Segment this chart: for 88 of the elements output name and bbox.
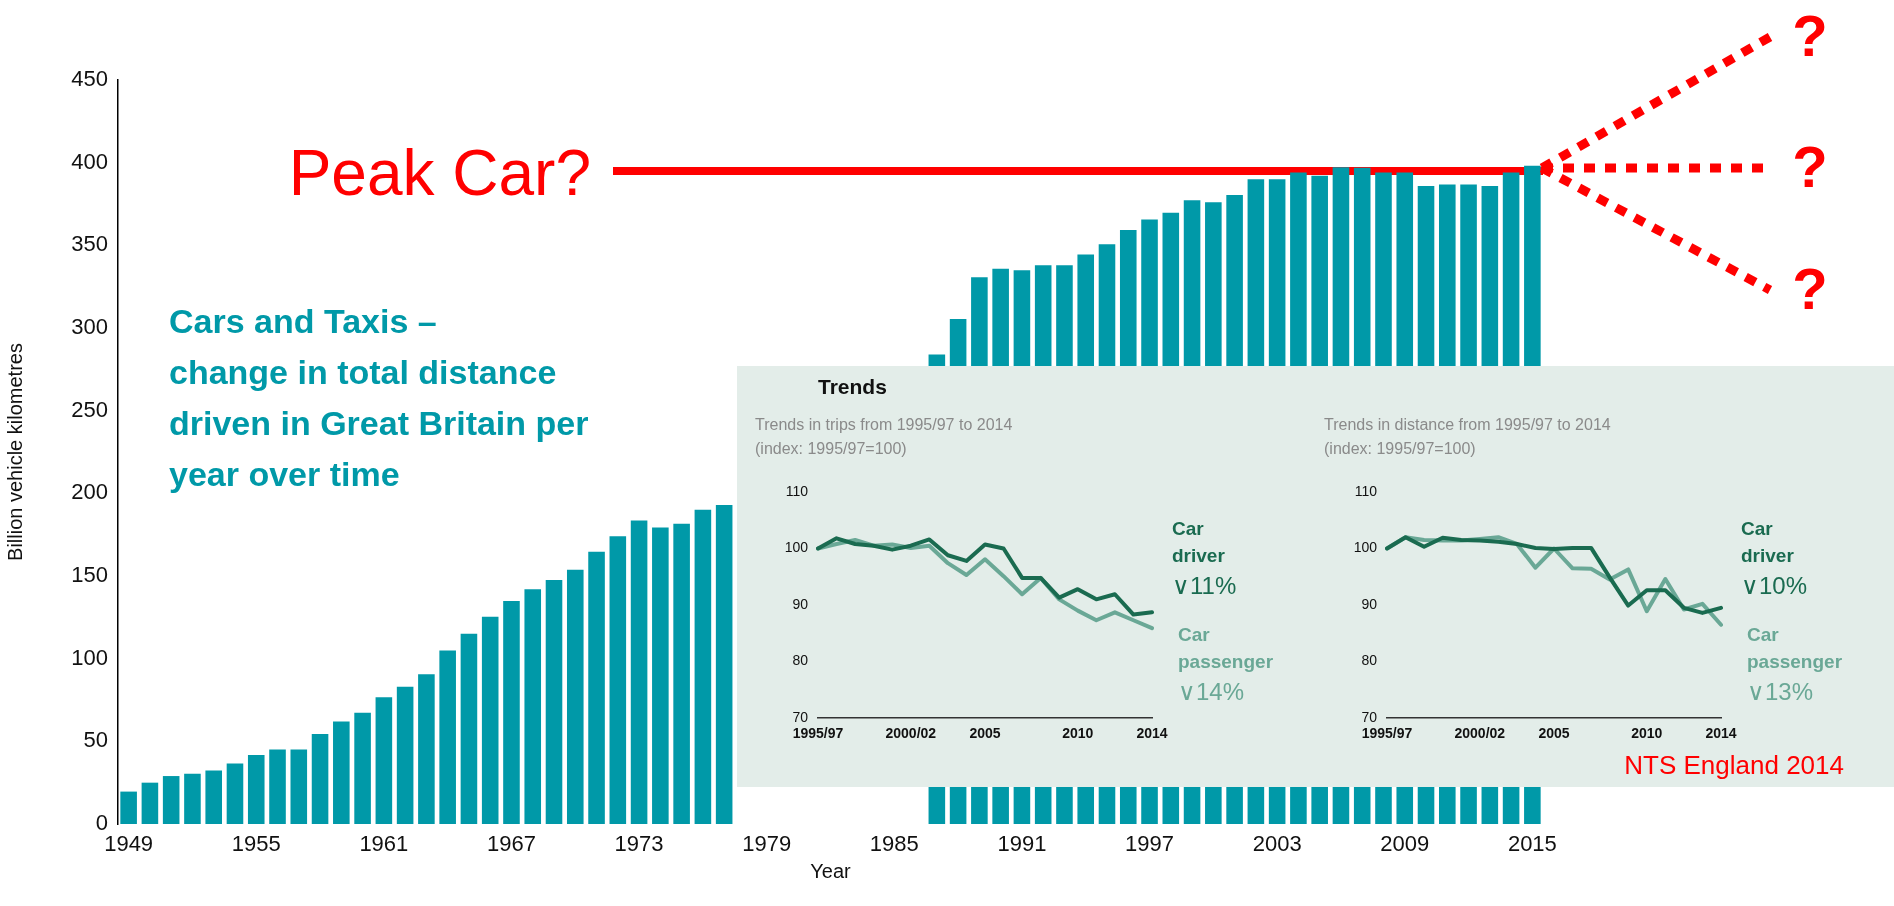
x-tick-label: 1961 [359,831,409,857]
x-tick-label: 2000/02 [1454,725,1506,742]
chart-subtitle: Trends in distance from 1995/97 to 2014 (index: 1995/97=100) [1324,416,1611,458]
x-tick-label: 1995/97 [1361,725,1413,742]
y-tick-label: 70 [1361,708,1378,725]
bar [588,551,605,824]
y-tick-label: 50 [83,727,108,753]
bar [120,791,137,824]
x-tick-label: 1995/97 [792,725,844,742]
bar [652,527,669,824]
y-tick-label: 70 [792,708,809,725]
y-tick-label: 90 [792,595,809,612]
x-tick-label: 1973 [614,831,664,857]
x-tick-label: 2003 [1252,831,1302,857]
series-label: Car passenger [1178,623,1274,672]
y-tick-label: 100 [1353,539,1378,556]
bar [375,697,393,824]
y-tick-label: 90 [1361,595,1378,612]
y-tick-label: 100 [71,644,108,670]
text: ? [1792,255,1828,321]
bar [354,712,371,824]
x-tick-label: 1985 [869,831,919,857]
bar [290,749,308,824]
series-label: Car passenger [1747,623,1843,672]
bar [247,754,265,824]
text: ? [1792,133,1828,199]
bar [503,600,520,824]
text: NTS England 2014 [1624,750,1844,781]
bar [609,536,627,824]
ref-line-label: Peak Car? [288,136,591,209]
bar [439,650,456,824]
x-tick-label: 2005 [1538,725,1570,742]
y-tick-label: 80 [1361,652,1378,669]
y-tick-label: 150 [71,562,108,588]
bar [715,504,733,824]
y-tick-label: 250 [71,396,108,422]
x-tick-label: 2009 [1380,831,1430,857]
bar [333,721,350,824]
bar [184,773,201,824]
bar [460,633,478,824]
text: Car driver [1172,517,1226,566]
y-tick-label: 110 [1354,482,1378,499]
bar [545,579,563,824]
text: Cars and Taxis – change in total distance driven in Great Britain per year over time [169,301,589,495]
x-tick-label: 1967 [486,831,536,857]
x-tick-label: 1979 [742,831,792,857]
annotation: ∨14% [1178,677,1245,705]
bar [481,616,499,824]
chart-title: Trends [818,375,887,399]
text: ∨13% [1747,677,1814,705]
bar [630,520,648,824]
x-tick-label: 1997 [1125,831,1175,857]
bar [524,589,542,824]
x-tick-label: 2010 [1631,725,1663,742]
annotation: ∨11% [1172,571,1237,599]
bar [418,674,435,824]
x-tick-label: 2015 [1507,831,1557,857]
bar [205,770,222,824]
bar [673,523,690,824]
y-tick-label: 110 [785,482,809,499]
bar [141,782,159,824]
bar [269,749,286,824]
x-tick-label: 2014 [1136,725,1168,742]
x-tick-label: 2014 [1705,725,1737,742]
x-tick-label: 2000/02 [885,725,937,742]
text: Car driver [1741,517,1795,566]
bar [566,569,584,824]
y-axis-title: Billion vehicle kilometres [3,343,26,561]
x-tick-label: 1991 [997,831,1047,857]
y-tick-label: 100 [784,539,809,556]
x-tick-label: 1955 [231,831,281,857]
x-tick-label: 2010 [1062,725,1094,742]
text: ∨10% [1741,571,1808,599]
bar [694,509,712,824]
y-tick-label: 450 [71,66,108,92]
y-tick-label: 200 [71,479,108,505]
x-tick-label: 2005 [969,725,1001,742]
y-tick-label: 400 [71,148,108,174]
bar [226,763,244,824]
bar [162,776,180,824]
chart-subtitle: Trends in trips from 1995/97 to 2014 (index: 1995/97=100) [755,416,1013,458]
y-tick-label: 300 [71,314,108,340]
bar [396,686,414,824]
bar [311,733,329,824]
text: ? [1792,2,1828,68]
x-axis-title: Year [810,859,852,882]
y-tick-label: 350 [71,231,108,257]
y-tick-label: 80 [792,652,809,669]
